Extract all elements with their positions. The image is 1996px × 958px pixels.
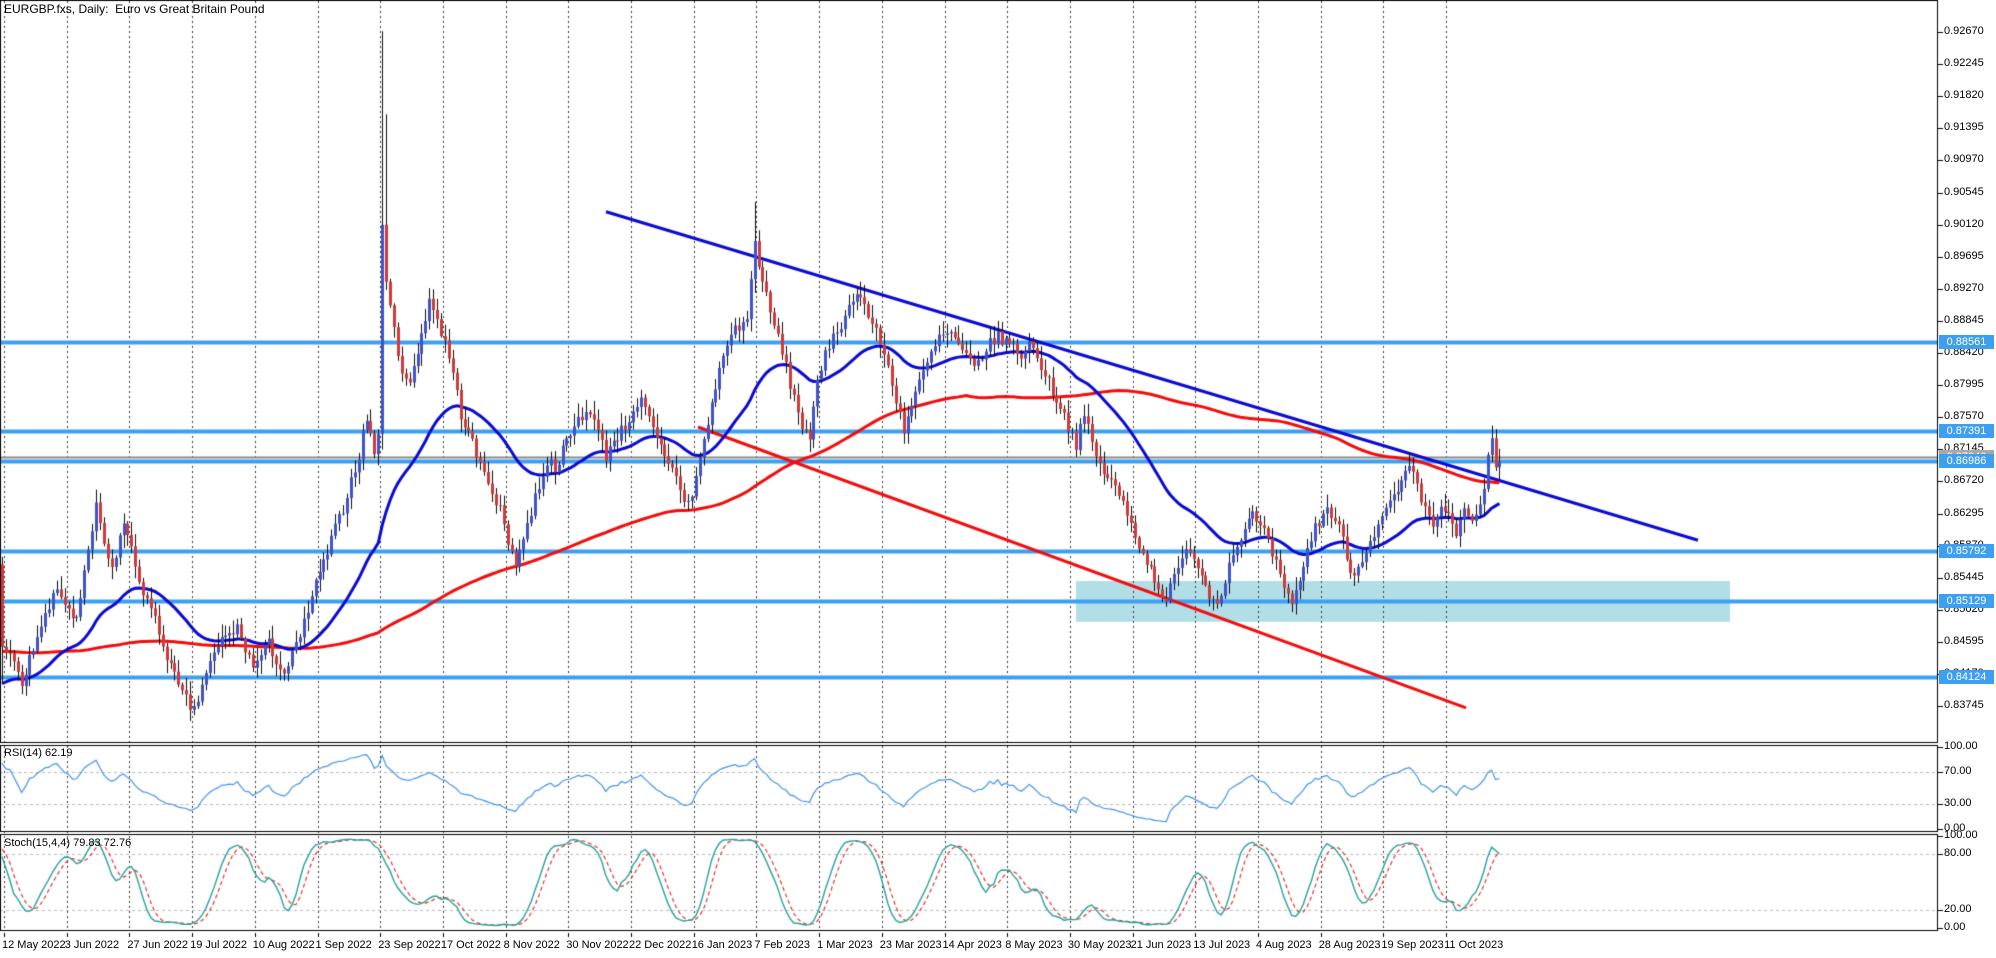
rsi-tick-label: 70.00	[1944, 765, 1972, 777]
date-tick-label: 11 Oct 2023	[1444, 939, 1504, 951]
price-tick-label: 0.85445	[1944, 570, 1984, 583]
date-tick-label: 21 Jun 2023	[1130, 939, 1192, 951]
price-tick-label: 0.92670	[1944, 25, 1984, 37]
date-tick-label: 23 Mar 2023	[879, 939, 942, 951]
chart-title: EURGBP.fxs, Daily: Euro vs Great Britain…	[4, 2, 265, 16]
stoch-tick-label: 80.00	[1944, 847, 1972, 859]
stoch-indicator-label: Stoch(15,4,4) 79.83 72.76	[4, 837, 132, 849]
date-tick-label: 4 Aug 2023	[1256, 939, 1312, 951]
date-tick-label: 30 May 2023	[1067, 939, 1132, 951]
date-tick-label: 3 Jun 2022	[64, 939, 120, 951]
rsi-tick-label: 30.00	[1944, 797, 1972, 809]
date-tick-label: 10 Aug 2022	[252, 939, 315, 951]
date-tick-label: 7 Feb 2023	[754, 939, 811, 951]
price-line-badge: 0.84124	[1939, 670, 1994, 685]
price-tick-label: 0.92245	[1944, 57, 1984, 70]
price-tick-label: 0.83745	[1944, 699, 1984, 712]
price-line-badge: 0.85792	[1939, 544, 1994, 559]
price-tick-label: 0.89695	[1944, 249, 1984, 262]
price-line-badge: 0.87391	[1939, 423, 1994, 438]
price-line-badge: 0.85129	[1939, 594, 1994, 609]
price-tick-label: 0.91820	[1944, 89, 1984, 102]
date-tick-label: 13 Jul 2023	[1193, 939, 1251, 951]
price-tick-label: 0.86720	[1944, 474, 1984, 487]
date-tick-label: 8 May 2023	[1005, 939, 1063, 951]
price-tick-label: 0.90970	[1944, 153, 1984, 166]
rsi-tick-label: 0.00	[1944, 822, 1966, 834]
date-tick-label: 23 Sep 2022	[378, 939, 441, 951]
date-tick-label: 17 Oct 2022	[440, 939, 501, 951]
price-tick-label: 0.90545	[1944, 185, 1984, 198]
rsi-tick-label: 100.00	[1944, 740, 1978, 752]
date-tick-label: 19 Sep 2023	[1381, 939, 1444, 951]
stoch-tick-label: 0.00	[1944, 921, 1966, 933]
date-tick-label: 16 Jan 2023	[691, 939, 753, 951]
date-tick-label: 28 Aug 2023	[1318, 939, 1381, 951]
price-line-badge: 0.86986	[1939, 454, 1994, 469]
date-tick-label: 8 Nov 2022	[503, 939, 560, 951]
price-tick-label: 0.88845	[1944, 313, 1984, 326]
date-tick-label: 30 Nov 2022	[566, 939, 629, 951]
rsi-indicator-label: RSI(14) 62.19	[4, 747, 73, 759]
date-tick-label: 1 Sep 2022	[315, 939, 372, 951]
price-tick-label: 0.87995	[1944, 378, 1984, 391]
date-tick-label: 19 Jul 2022	[190, 939, 247, 951]
price-tick-label: 0.91395	[1944, 121, 1984, 134]
stoch-tick-label: 20.00	[1944, 903, 1972, 915]
date-tick-label: 14 Apr 2023	[942, 939, 1002, 951]
date-tick-label: 12 May 2022	[2, 939, 66, 951]
date-tick-label: 1 Mar 2023	[817, 939, 873, 951]
price-tick-label: 0.84595	[1944, 634, 1984, 647]
price-line-badge: 0.88561	[1939, 335, 1994, 350]
price-tick-label: 0.90120	[1944, 217, 1984, 230]
stoch-tick-label: 100.00	[1944, 829, 1978, 841]
price-tick-label: 0.89270	[1944, 281, 1984, 294]
date-tick-label: 27 Jun 2022	[127, 939, 188, 951]
date-tick-label: 22 Dec 2022	[629, 939, 692, 951]
price-tick-label: 0.86295	[1944, 506, 1984, 519]
price-tick-label: 0.87570	[1944, 410, 1984, 423]
